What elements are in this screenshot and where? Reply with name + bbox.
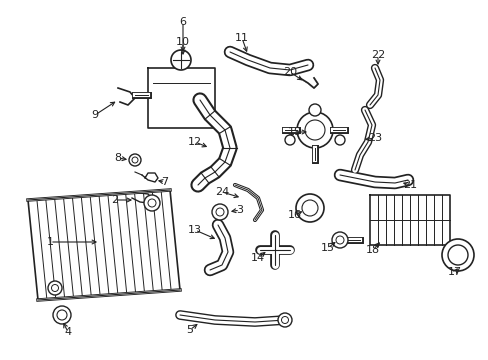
Text: 5: 5 [186,325,193,335]
Circle shape [335,236,343,244]
Polygon shape [28,190,180,300]
Circle shape [216,208,224,216]
Circle shape [305,120,325,140]
Text: 7: 7 [161,177,168,187]
Circle shape [441,239,473,271]
Circle shape [447,245,467,265]
Circle shape [148,199,156,207]
Circle shape [285,135,294,145]
Text: 22: 22 [370,50,385,60]
Polygon shape [299,78,317,88]
Text: 21: 21 [402,180,416,190]
Circle shape [302,200,317,216]
Circle shape [278,313,291,327]
Circle shape [281,316,288,324]
Text: 1: 1 [46,237,53,247]
Circle shape [57,310,67,320]
Circle shape [334,135,345,145]
Text: 13: 13 [187,225,202,235]
Circle shape [53,306,71,324]
Circle shape [143,195,160,211]
Circle shape [48,281,62,295]
Circle shape [295,194,324,222]
Text: 3: 3 [236,205,243,215]
Text: 15: 15 [320,243,334,253]
Text: 6: 6 [179,17,186,27]
Text: 12: 12 [187,137,202,147]
Circle shape [51,284,59,292]
Text: 18: 18 [365,245,379,255]
Text: 2: 2 [111,195,118,205]
Text: 17: 17 [447,267,461,277]
Circle shape [308,104,320,116]
Circle shape [296,112,332,148]
Circle shape [212,204,227,220]
Circle shape [171,50,191,70]
Text: 10: 10 [176,37,190,47]
Text: 19: 19 [287,127,302,137]
Text: 20: 20 [283,67,296,77]
Text: 23: 23 [367,133,381,143]
Text: 4: 4 [64,327,71,337]
Text: 16: 16 [287,210,302,220]
Text: 24: 24 [214,187,229,197]
Text: 8: 8 [114,153,122,163]
Circle shape [132,157,138,163]
Circle shape [331,232,347,248]
Text: 9: 9 [91,110,99,120]
Text: 14: 14 [250,253,264,263]
Circle shape [129,154,141,166]
Text: 11: 11 [235,33,248,43]
